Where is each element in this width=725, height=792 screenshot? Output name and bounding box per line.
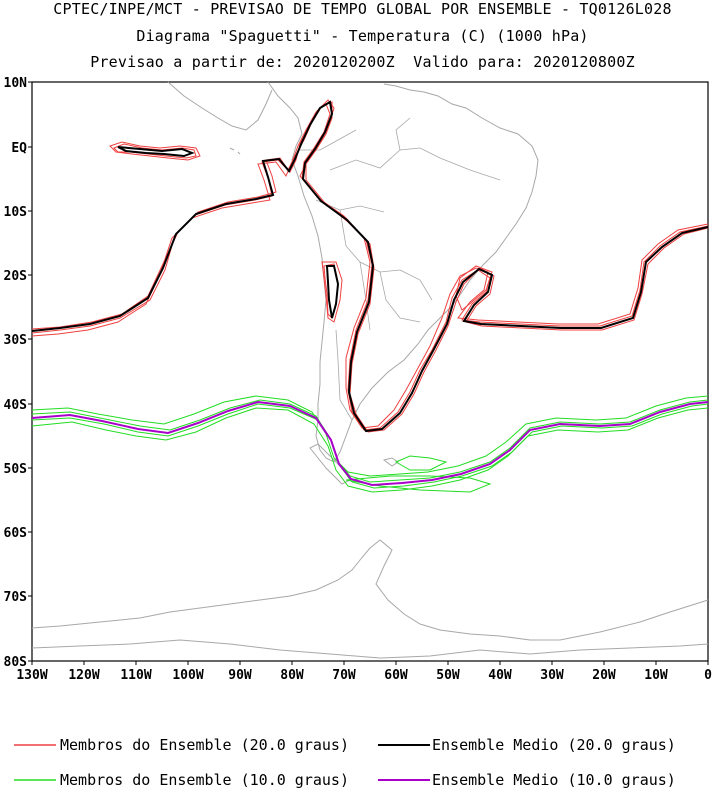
- ensemble-mean-20-pool: [325, 265, 340, 319]
- member-10-contour: [31, 407, 709, 493]
- ensemble-mean-20: [31, 100, 709, 433]
- member-20-contour: [31, 101, 709, 433]
- tierra-del-fuego: [309, 443, 351, 485]
- isolated-warm-pool: [321, 261, 343, 323]
- chart-subtitle: Diagrama "Spaguetti" - Temperatura (C) (…: [136, 27, 589, 45]
- lon-tick-label: 100W: [172, 668, 203, 683]
- lon-tick-label: 60W: [384, 668, 408, 683]
- lon-tick-label: 110W: [120, 668, 151, 683]
- lat-tick-label: 50S: [4, 462, 28, 477]
- lon-tick-label: 120W: [68, 668, 99, 683]
- lon-tick-label: 20W: [592, 668, 616, 683]
- mean-10-contour: [31, 400, 709, 487]
- lon-axis: 130W 120W 110W 100W 90W 80W 70W 60W 50W 40W 30W 20W…: [16, 668, 712, 683]
- map-frame: [31, 81, 709, 662]
- cold-pool-contour: [345, 475, 492, 493]
- lat-tick-label: 10N: [4, 76, 28, 91]
- lon-tick-label: 70W: [332, 668, 356, 683]
- member-10-contour: [31, 403, 709, 489]
- antarctica-coast: [31, 539, 709, 641]
- members-20-contours: [31, 99, 709, 433]
- falkland-islands: [382, 457, 399, 467]
- member-10-contour: [31, 395, 709, 477]
- forecast-dates: Previsao a partir de: 2020120200Z Valido…: [90, 53, 635, 71]
- lon-ticks: [31, 661, 709, 665]
- lat-tick-label: 60S: [4, 526, 28, 541]
- lat-tick-label: 80S: [4, 655, 28, 670]
- lat-tick-label: 20S: [4, 269, 28, 284]
- lon-tick-label: 40W: [488, 668, 512, 683]
- legend-label-mean-10: Ensemble Medio (10.0 graus): [432, 771, 676, 789]
- lat-ticks: [28, 81, 32, 662]
- lat-tick-label: 40S: [4, 398, 28, 413]
- chart-title: CPTEC/INPE/MCT - PREVISAO DE TEMPO GLOBA…: [53, 0, 672, 18]
- isolated-warm-pool: [455, 265, 493, 311]
- south-america-coast: [267, 81, 539, 463]
- country-borders: [300, 117, 501, 421]
- lon-tick-label: 90W: [228, 668, 252, 683]
- antarctic-shelf: [31, 639, 709, 659]
- legend-label-members-10: Membros do Ensemble (10.0 graus): [60, 771, 349, 789]
- lon-tick-label: 80W: [280, 668, 304, 683]
- isolated-warm-pool: [109, 141, 201, 161]
- lon-tick-label: 50W: [436, 668, 460, 683]
- lon-tick-label: 10W: [644, 668, 668, 683]
- lat-axis: 10N EQ 10S 20S 30S 40S 50S 60S 70S 80S: [4, 76, 28, 670]
- ensemble-mean-20-pool: [117, 146, 195, 158]
- lat-tick-label: 30S: [4, 333, 28, 348]
- lat-tick-label: EQ: [11, 141, 27, 156]
- lat-tick-label: 70S: [4, 590, 28, 605]
- lon-tick-label: 130W: [16, 668, 47, 683]
- member-20-contour: [31, 99, 709, 429]
- coastlines: [31, 81, 709, 659]
- central-america-coast: [167, 81, 273, 131]
- lon-tick-label: 30W: [540, 668, 564, 683]
- legend-label-members-20: Membros do Ensemble (20.0 graus): [60, 736, 349, 754]
- member-10-contour: [31, 399, 709, 483]
- members-10-contours: [31, 395, 709, 493]
- ensemble-mean-10: [31, 400, 709, 487]
- galapagos-islands: [229, 147, 241, 155]
- mean-20-contour: [31, 100, 709, 433]
- legend-swatches: [14, 744, 430, 781]
- lon-tick-label: 0: [704, 668, 712, 683]
- cold-pool-contour: [394, 455, 448, 471]
- legend-label-mean-20: Ensemble Medio (20.0 graus): [432, 736, 676, 754]
- lat-tick-label: 10S: [4, 205, 28, 220]
